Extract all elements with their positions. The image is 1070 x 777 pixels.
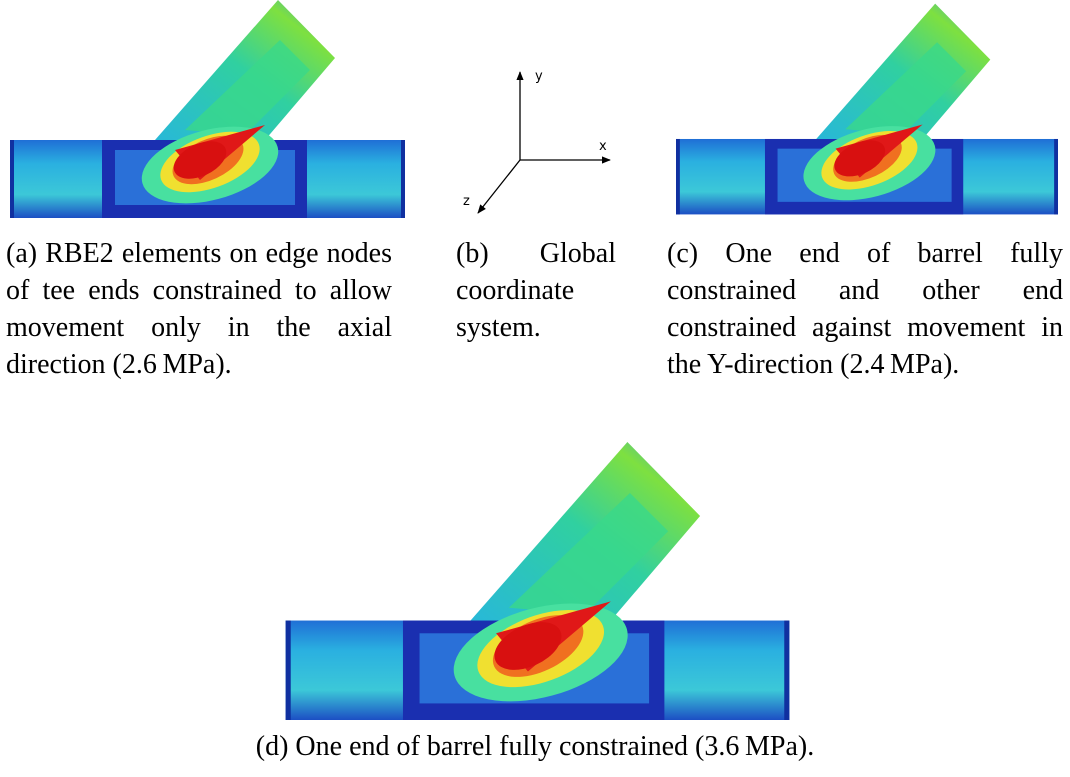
fea-image-a — [10, 0, 405, 218]
coordinate-axes — [478, 72, 610, 213]
caption-b: (b) Global coordinate system. — [456, 235, 616, 346]
axis-label-x: x — [599, 139, 607, 154]
figure: y x z (a) RBE2 elements on edge nodes of… — [0, 0, 1070, 777]
fea-image-d — [286, 442, 790, 720]
axis-label-y: y — [535, 69, 543, 84]
caption-c: (c) One end of barrel fully constrained … — [667, 235, 1063, 383]
caption-d: (d) One end of barrel fully constrained … — [0, 728, 1070, 765]
caption-a: (a) RBE2 elements on edge nodes of tee e… — [6, 235, 392, 383]
fea-image-c — [676, 4, 1058, 215]
axis-label-z: z — [463, 194, 470, 209]
figure-graphics: y x z — [0, 0, 1070, 777]
